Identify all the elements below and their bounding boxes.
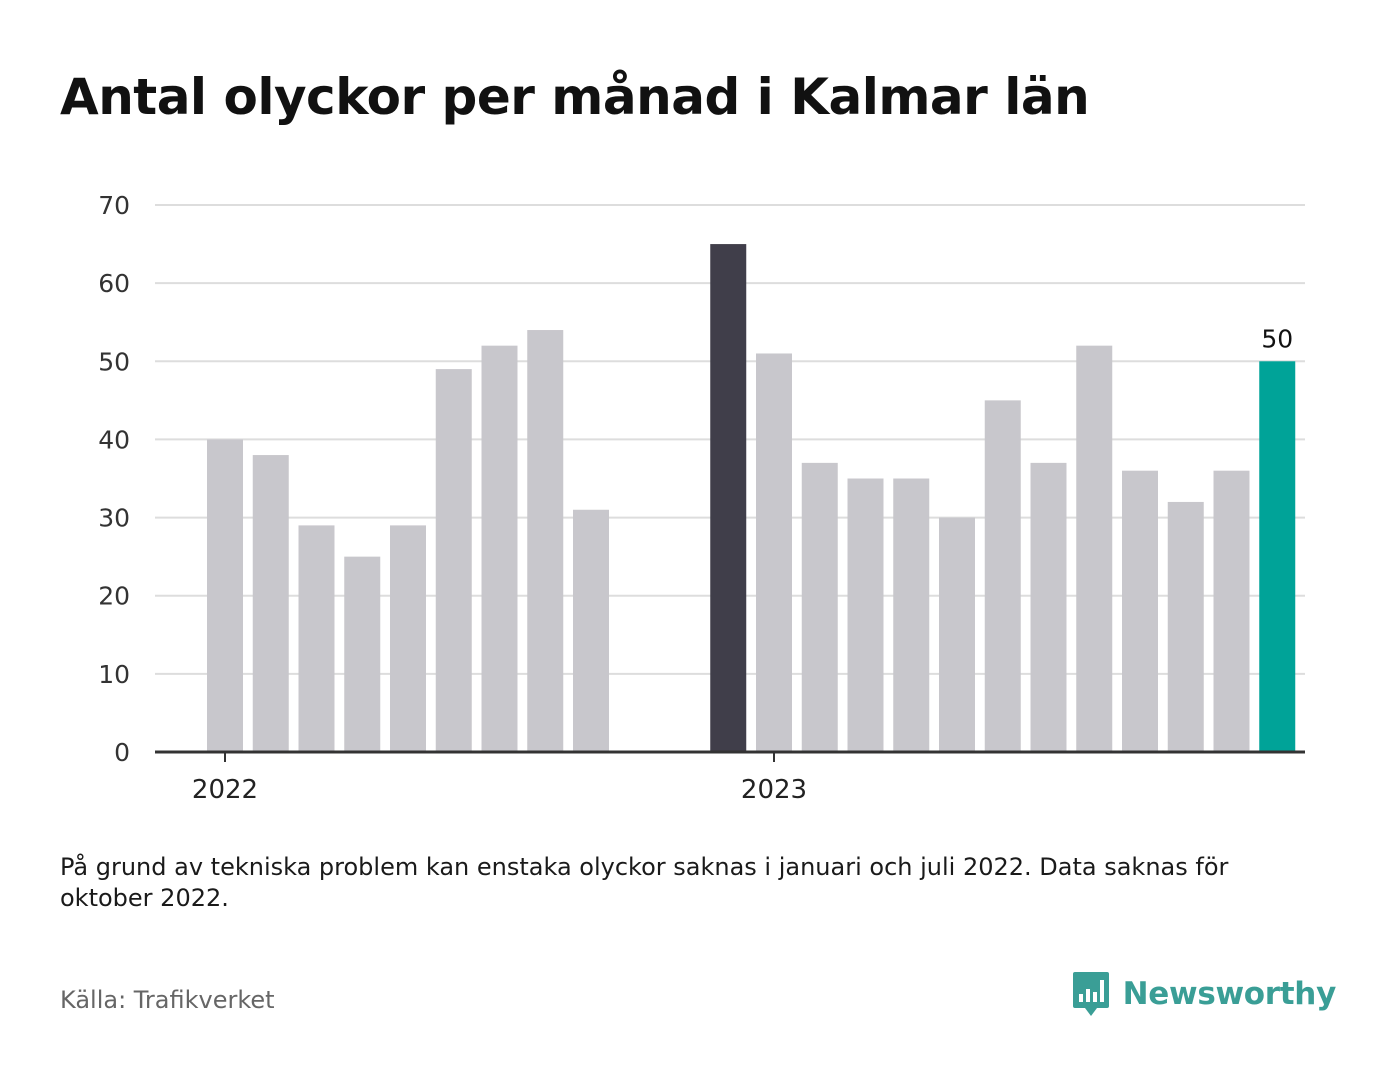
- bar: [207, 439, 243, 752]
- y-tick-label: 10: [98, 660, 130, 689]
- bar: [710, 244, 747, 753]
- bar: [801, 462, 838, 752]
- bar: [1030, 462, 1067, 752]
- y-tick-label: 70: [98, 191, 130, 220]
- chart-title: Antal olyckor per månad i Kalmar län: [60, 68, 1090, 126]
- source-label: Källa: Trafikverket: [60, 986, 275, 1014]
- newsworthy-logo-icon: [1072, 972, 1109, 1016]
- bar: [984, 400, 1021, 752]
- bar: [847, 478, 884, 752]
- bar-chart: 0 10 20 30 40 50 60 70 2022 2023 50: [98, 191, 1305, 805]
- bar: [1259, 361, 1296, 752]
- bar: [390, 525, 426, 752]
- bar: [344, 556, 381, 752]
- data-label: 50: [1261, 324, 1293, 353]
- x-tick-label: 2022: [192, 775, 258, 805]
- bar: [298, 525, 335, 752]
- bars: [207, 244, 1296, 753]
- y-tick-label: 30: [98, 504, 130, 533]
- bar: [252, 455, 289, 752]
- y-tick-label: 60: [98, 269, 130, 298]
- brand-name: Newsworthy: [1122, 976, 1337, 1012]
- bar: [527, 330, 564, 752]
- bar: [1167, 501, 1204, 752]
- footnote: På grund av tekniska problem kan enstaka…: [60, 853, 1229, 912]
- brand-logo[interactable]: Newsworthy: [1071, 970, 1336, 1018]
- x-tick-label: 2023: [741, 775, 807, 805]
- bar: [939, 517, 975, 752]
- y-tick-label: 0: [114, 738, 130, 767]
- bar: [756, 353, 792, 752]
- bar: [893, 478, 930, 752]
- bar: [481, 345, 518, 752]
- bar: [1213, 470, 1250, 752]
- y-tick-label: 50: [98, 347, 130, 376]
- labels: 0 10 20 30 40 50 60 70 2022 2023 50: [98, 191, 1293, 805]
- bar: [573, 509, 609, 752]
- bar: [435, 369, 472, 752]
- y-tick-label: 40: [98, 425, 130, 454]
- axes: [155, 750, 1305, 762]
- bar: [1076, 345, 1113, 752]
- y-tick-label: 20: [98, 582, 130, 611]
- bar: [1122, 470, 1158, 752]
